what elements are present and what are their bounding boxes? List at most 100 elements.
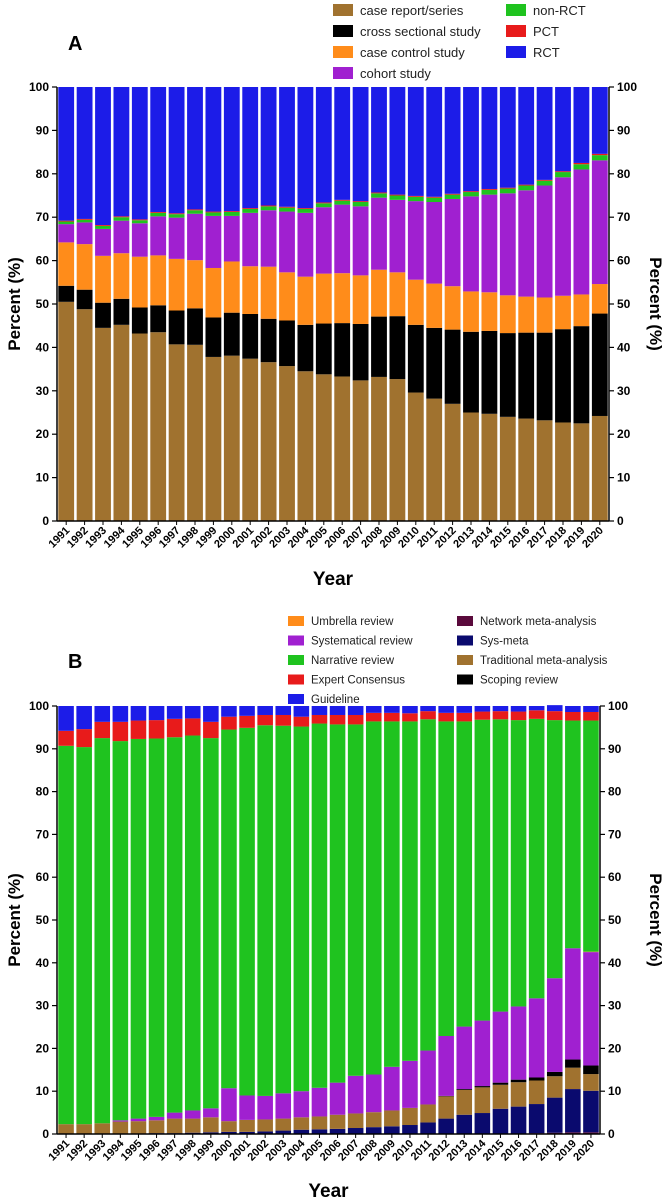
bar-segment	[463, 87, 479, 192]
bar-segment	[536, 297, 553, 333]
y-tick-label-left: 0	[42, 1127, 49, 1141]
legend-label: case control study	[360, 45, 465, 60]
bar-segment	[407, 87, 424, 196]
bar-segment	[148, 1116, 165, 1121]
bar-segment	[297, 324, 314, 372]
bar-segment	[148, 720, 165, 739]
y-tick-label-left: 90	[36, 123, 50, 137]
bar-segment	[223, 261, 240, 313]
bar-segment	[76, 1124, 92, 1134]
bar-segment	[94, 721, 111, 739]
bar-segment	[347, 706, 364, 715]
bar-segment	[315, 374, 332, 521]
bar-segment	[510, 1079, 527, 1083]
bar-segment	[223, 215, 240, 262]
bar-segment	[528, 706, 545, 711]
bar-segment	[187, 210, 203, 214]
chart-panel-a: case report/series cross sectional study c…	[5, 3, 665, 590]
bar-segment	[347, 714, 364, 725]
bar-segment	[365, 1112, 382, 1128]
bar-segment	[205, 317, 222, 357]
bar-segment	[384, 706, 400, 713]
y-tick-label-right: 50	[617, 297, 631, 311]
bar-segment	[150, 87, 167, 212]
bar-segment	[58, 745, 74, 1125]
bar-segment	[565, 1132, 581, 1134]
y-tick-label-right: 90	[608, 742, 622, 756]
bar-segment	[352, 380, 369, 521]
bar-segment	[113, 216, 130, 218]
bar-segment	[402, 1060, 418, 1108]
legend-swatch	[288, 635, 304, 646]
bar-segment	[76, 87, 93, 219]
legend-label: PCT	[533, 24, 559, 39]
bar-segment	[555, 422, 571, 521]
y-axis-title-left: Percent (%)	[5, 873, 24, 967]
bar-segment	[407, 201, 424, 280]
bar-segment	[499, 333, 516, 417]
bar-segment	[463, 331, 479, 413]
bar-segment	[389, 87, 406, 195]
bar-segment	[334, 199, 351, 201]
bar-segment	[402, 721, 418, 1061]
bar-segment	[150, 255, 167, 306]
bar-segment	[518, 185, 535, 191]
y-tick-label-right: 40	[617, 340, 631, 354]
bar-segment	[456, 721, 473, 1027]
bar-segment	[260, 318, 277, 363]
bar-segment	[95, 225, 111, 229]
bar-segment	[148, 738, 165, 1117]
bar-segment	[420, 706, 436, 712]
legend-label: Scoping review	[480, 675, 559, 687]
bar-segment	[279, 366, 295, 521]
legend-swatch	[288, 694, 304, 704]
bar-segment	[223, 355, 240, 521]
legend-label: Network meta-analysis	[480, 616, 597, 628]
legend-label: Traditional meta-analysis	[480, 655, 608, 667]
bar-segment	[347, 1128, 364, 1134]
bar-segment	[407, 392, 424, 521]
y-tick-label-right: 30	[617, 384, 631, 398]
y-tick-label-left: 100	[29, 699, 49, 713]
bar-segment	[293, 1129, 310, 1134]
legend-swatch	[506, 25, 526, 37]
bar-segment	[297, 208, 314, 213]
bar-segment	[474, 719, 491, 1021]
y-tick-label-left: 40	[36, 340, 50, 354]
bar-segment	[334, 273, 351, 324]
bar-segment	[518, 296, 535, 333]
bar-segment	[402, 713, 418, 722]
bar-segment	[456, 706, 473, 713]
bar-segment	[58, 730, 74, 746]
bar-segment	[203, 738, 219, 1109]
bar-segment	[407, 279, 424, 325]
bar-segment	[205, 211, 222, 213]
bar-segment	[221, 1121, 237, 1132]
bar-segment	[184, 718, 201, 736]
bar-segment	[205, 87, 222, 212]
bar-segment	[242, 208, 259, 213]
bar-segment	[148, 1120, 165, 1134]
bar-segment	[58, 301, 75, 521]
bar-segment	[365, 706, 382, 713]
bar-segment	[203, 1108, 219, 1118]
bar-segment	[187, 209, 203, 211]
bar-segment	[113, 253, 130, 299]
bar-segment	[293, 706, 310, 717]
bar-segment	[334, 87, 351, 200]
bar-segment	[546, 1076, 563, 1098]
y-tick-label-left: 90	[36, 742, 50, 756]
bar-segment	[311, 706, 328, 715]
bar-segment	[168, 310, 185, 345]
bar-segment	[365, 1127, 382, 1134]
bar-segment	[384, 1126, 400, 1134]
bar-segment	[297, 276, 314, 325]
bar-segment	[420, 719, 436, 1051]
bar-segment	[168, 217, 185, 259]
y-tick-label-left: 30	[36, 999, 50, 1013]
bar-segment	[481, 188, 498, 190]
bar-segment	[518, 418, 535, 521]
bar-segment	[492, 1011, 509, 1083]
bar-segment	[510, 1082, 527, 1107]
